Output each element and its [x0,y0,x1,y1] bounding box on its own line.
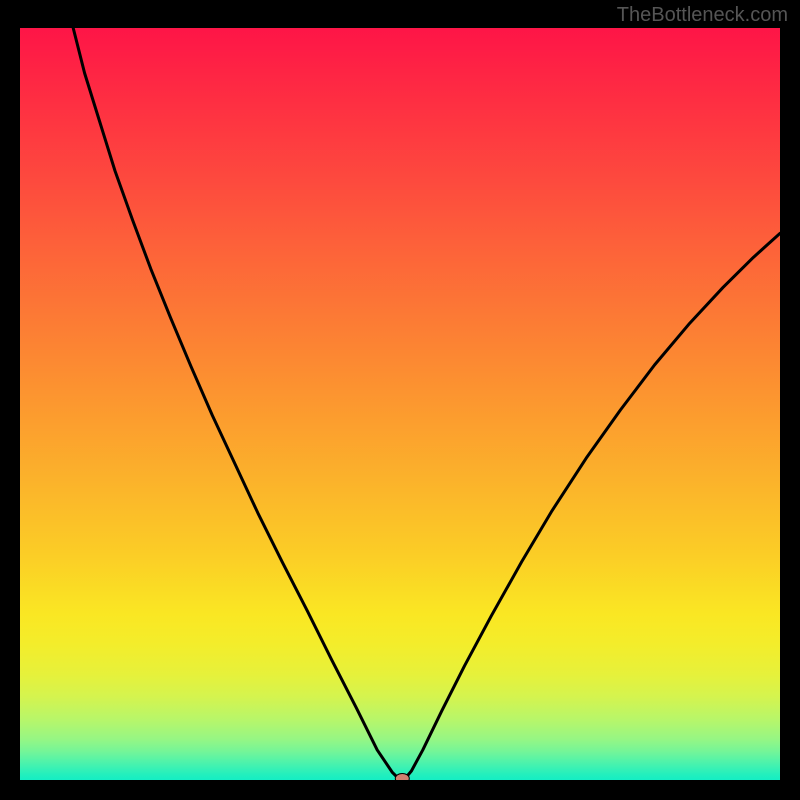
watermark-text: TheBottleneck.com [617,4,788,27]
minimum-marker [395,774,409,781]
plot-area [20,28,780,780]
chart-svg [20,28,780,780]
bottleneck-chart: TheBottleneck.com [0,0,800,800]
gradient-background [20,28,780,780]
